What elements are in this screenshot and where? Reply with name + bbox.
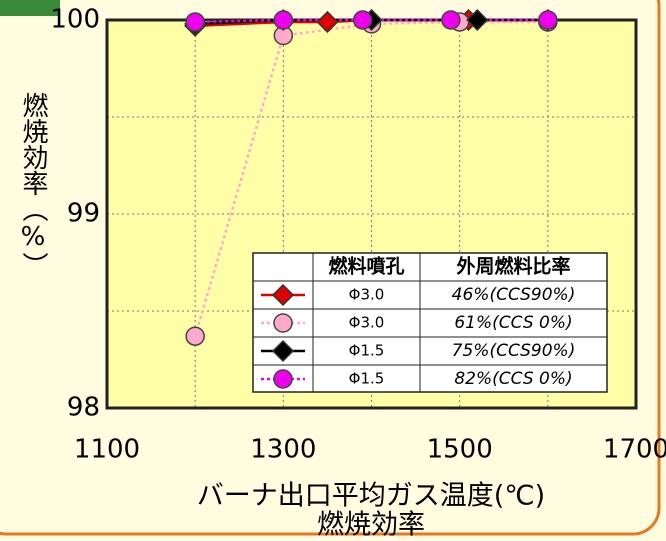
marker (466, 8, 489, 32)
x-tick-label: 1100 (74, 435, 140, 465)
legend-nozzle: Φ1.5 (349, 342, 385, 360)
marker (316, 10, 339, 34)
legend-label: 46%(CCS90%) (452, 285, 576, 305)
marker (185, 326, 205, 346)
legend-label: 61%(CCS 0%) (454, 313, 572, 333)
y-tick-label: 100 (50, 5, 100, 35)
marker (185, 12, 205, 32)
marker (538, 10, 558, 30)
y-tick-label: 98 (67, 393, 100, 423)
caption: 燃焼効率 (317, 510, 425, 541)
y-tick-label: 99 (67, 199, 100, 229)
x-axis-label: バーナ出口平均ガス温度(℃) (197, 481, 545, 512)
legend-label: 82%(CCS 0%) (454, 369, 572, 389)
legend-label: 75%(CCS90%) (452, 341, 576, 361)
y-axis-label: 燃焼効率（%） (18, 92, 48, 278)
x-tick-label: 1500 (427, 435, 493, 465)
legend-marker (271, 339, 295, 363)
marker (273, 10, 294, 30)
legend-marker (271, 283, 295, 307)
x-tick-label: 1300 (250, 435, 316, 465)
marker (441, 10, 461, 30)
x-tick-label: 1700 (603, 435, 666, 465)
legend-nozzle: Φ3.0 (349, 286, 385, 304)
legend-box (252, 252, 608, 393)
legend-header: 外周燃料比率 (456, 255, 570, 278)
corner (0, 0, 60, 16)
marker (352, 10, 373, 30)
legend-header: 燃料噴孔 (328, 255, 404, 278)
legend-marker (273, 369, 293, 389)
legend-nozzle: Φ3.0 (349, 314, 385, 332)
legend-marker (273, 313, 293, 333)
legend-nozzle: Φ1.5 (349, 370, 385, 388)
